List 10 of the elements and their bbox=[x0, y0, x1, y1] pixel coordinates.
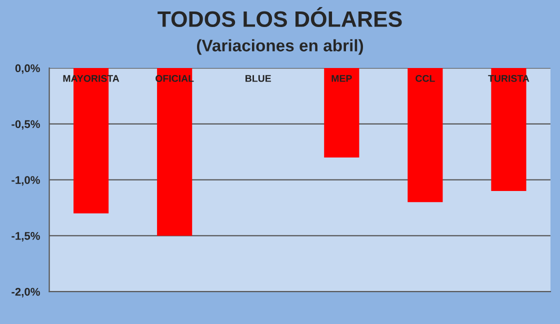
chart-subtitle: (Variaciones en abril) bbox=[197, 39, 364, 55]
x-tick-label: BLUE bbox=[246, 75, 271, 82]
y-tick-label: 0,0% bbox=[15, 64, 40, 74]
x-tick-label: CCL bbox=[416, 75, 435, 82]
y-tick-label: -1,5% bbox=[12, 232, 40, 242]
chart-title: TODOS LOS DÓLARES bbox=[158, 7, 402, 28]
y-tick-label: -1,0% bbox=[12, 176, 40, 186]
y-tick-label: -2,0% bbox=[12, 288, 40, 298]
x-tick-label: MEP bbox=[332, 75, 352, 82]
y-tick-label: -0,5% bbox=[12, 120, 40, 130]
